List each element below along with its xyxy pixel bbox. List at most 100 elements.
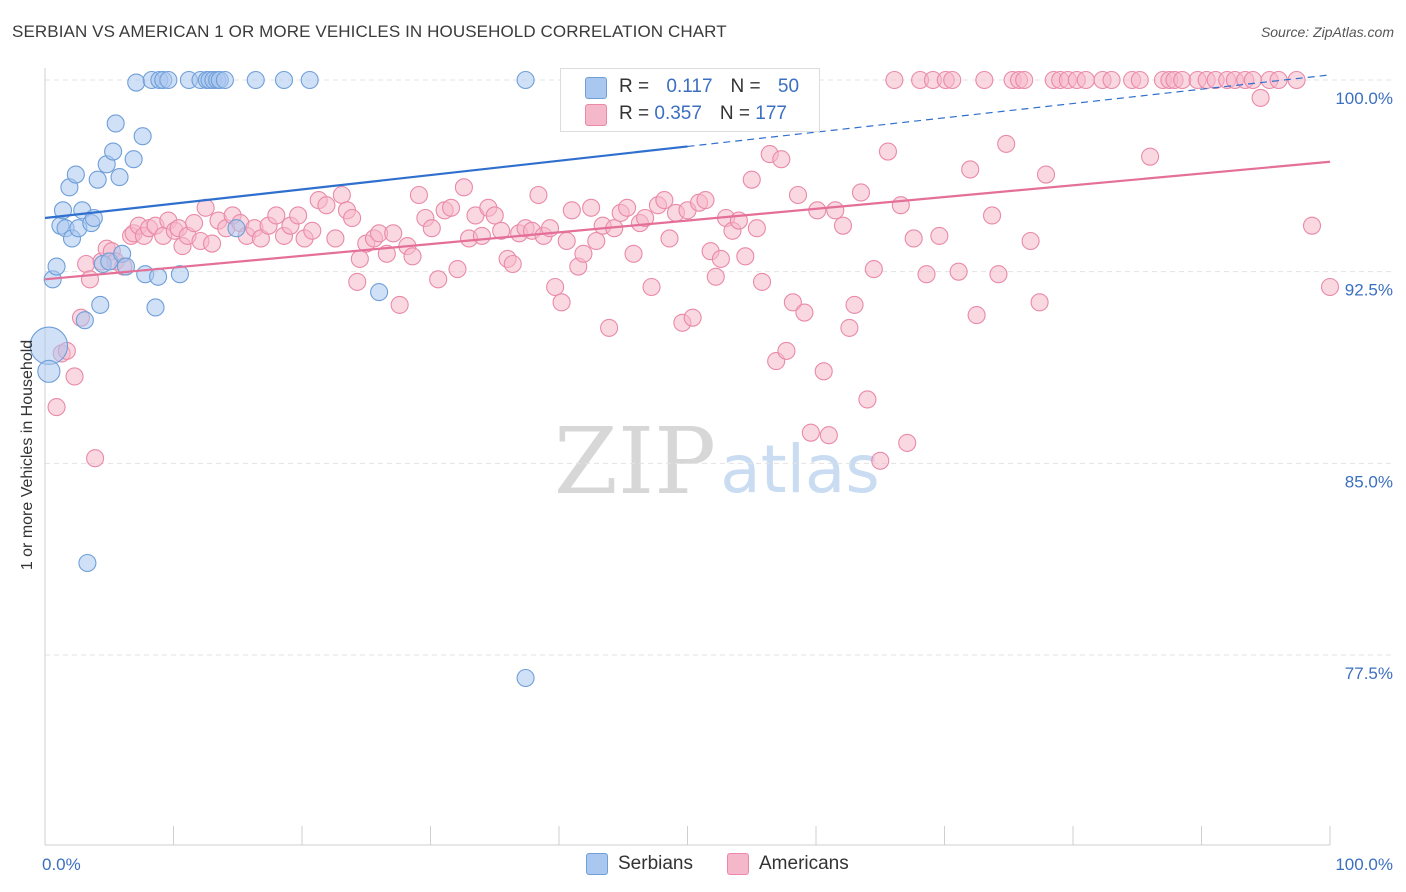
american-point — [422, 219, 441, 238]
american-point — [289, 206, 308, 225]
american-point — [624, 244, 643, 263]
serbian-point — [516, 668, 535, 688]
american-point — [529, 185, 548, 205]
serbian-point — [110, 168, 129, 187]
american-point — [552, 293, 571, 312]
american-point — [1036, 165, 1056, 184]
serbian-trend-line — [44, 145, 688, 220]
american-point — [891, 196, 910, 215]
american-point — [1251, 88, 1270, 107]
american-point — [1141, 147, 1160, 166]
y-axis-label: 1 or more Vehicles in Household — [19, 339, 36, 571]
american-point — [975, 70, 994, 90]
american-point — [997, 134, 1016, 153]
american-point — [930, 226, 949, 245]
axes — [44, 68, 1331, 846]
american-point — [472, 226, 491, 245]
american-point — [65, 367, 84, 386]
american-point — [898, 433, 917, 452]
american-point — [819, 426, 838, 445]
serbians-legend-swatch — [586, 853, 608, 875]
serbian-point — [127, 73, 146, 92]
serbian-point — [133, 127, 152, 146]
american-point — [350, 249, 369, 268]
serbian-point — [146, 298, 165, 317]
american-point — [989, 265, 1008, 284]
american-point — [557, 231, 576, 251]
american-point — [384, 224, 403, 243]
american-point — [636, 208, 655, 228]
serbian-points — [29, 70, 535, 688]
american-point — [80, 270, 100, 289]
american-point — [742, 170, 761, 189]
serbians-swatch — [585, 77, 607, 99]
americans-n-value: 177 — [755, 103, 787, 124]
american-point — [390, 295, 409, 314]
american-point — [655, 191, 674, 210]
american-point — [326, 229, 345, 248]
american-point — [885, 70, 904, 90]
serbians-n-value: 50 — [777, 76, 800, 97]
american-point — [600, 318, 619, 337]
american-point — [961, 160, 980, 179]
american-point — [795, 303, 814, 322]
american-point — [442, 198, 461, 217]
american-point — [343, 208, 362, 228]
serbian-point — [516, 70, 535, 90]
american-point — [851, 183, 871, 202]
y-tick-label: 92.5% — [1345, 281, 1393, 300]
americans-legend-swatch — [727, 853, 749, 875]
american-point — [267, 206, 286, 225]
american-point — [967, 306, 986, 325]
serbian-point — [88, 170, 107, 189]
serbian-point — [75, 311, 94, 330]
american-point — [943, 70, 962, 90]
serbian-point — [37, 359, 61, 383]
american-point — [409, 185, 428, 205]
american-point — [696, 191, 715, 210]
american-point — [845, 295, 864, 314]
serbians-r-value: 0.117 — [666, 76, 713, 97]
american-point — [86, 449, 105, 468]
american-point — [864, 260, 883, 279]
y-tick-label: 77.5% — [1345, 664, 1393, 683]
american-point — [706, 267, 725, 286]
american-point — [1320, 277, 1340, 297]
american-point — [332, 185, 351, 205]
y-tick-label: 100.0% — [1335, 89, 1393, 108]
american-point — [618, 198, 637, 217]
serbians-legend-label: Serbians — [618, 853, 693, 874]
american-point — [1243, 70, 1262, 90]
american-point — [747, 219, 766, 238]
american-point — [878, 142, 898, 161]
americans-swatch — [585, 104, 607, 126]
american-point — [772, 150, 791, 169]
american-point — [1015, 70, 1034, 90]
american-point — [736, 247, 755, 266]
y-tick-label: 85.0% — [1345, 472, 1393, 491]
american-point — [185, 214, 204, 233]
american-point — [492, 221, 511, 240]
american-point — [1102, 70, 1121, 90]
americans-r-label: R = — [619, 103, 655, 124]
watermark-zip: ZIP — [554, 408, 716, 515]
american-point — [1173, 70, 1192, 90]
american-point — [642, 277, 661, 297]
american-point — [840, 318, 859, 337]
serbian-point — [47, 257, 66, 276]
american-point — [485, 206, 504, 225]
watermark-atlas: atlas — [720, 431, 880, 508]
serbian-point — [246, 70, 265, 90]
serbian-point — [78, 553, 97, 573]
serbian-point — [370, 283, 389, 302]
american-point — [808, 201, 827, 220]
american-point — [814, 362, 833, 381]
american-point — [711, 249, 730, 268]
american-point — [788, 185, 808, 205]
serbian-point — [66, 165, 85, 184]
serbians-n-label: N = — [730, 76, 766, 97]
american-point — [1130, 70, 1149, 90]
american-point — [982, 206, 1002, 225]
americans-r-value: 0.357 — [654, 103, 702, 124]
serbian-point — [170, 265, 189, 284]
